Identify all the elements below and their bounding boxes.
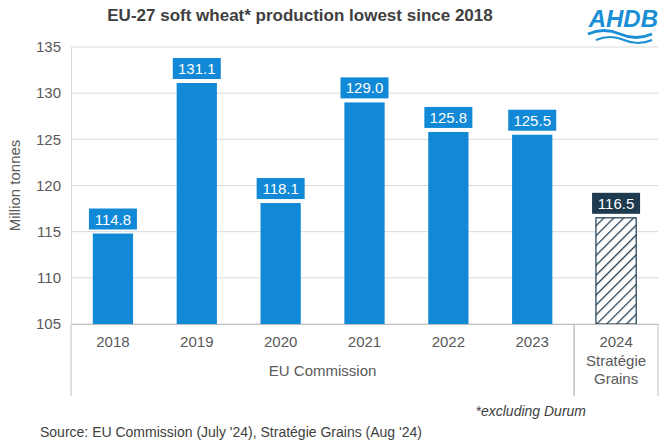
y-tick: 115 bbox=[37, 223, 71, 240]
group-divider bbox=[71, 324, 72, 396]
group-divider bbox=[658, 324, 659, 396]
x-axis: 2018 2019 2020 2021 2022 2023 2024 bbox=[72, 324, 659, 350]
chart: 105 110 115 120 125 130 135 2018 2019 2020 2021 202… bbox=[0, 0, 669, 445]
data-label-box bbox=[424, 107, 472, 128]
data-label-box bbox=[508, 110, 556, 131]
y-tick-label: 130 bbox=[36, 84, 61, 101]
data-label-box bbox=[89, 209, 137, 230]
data-label-box bbox=[592, 193, 640, 214]
y-axis: 105 110 115 120 125 130 135 bbox=[36, 38, 72, 332]
x-tick: 2023 bbox=[516, 324, 549, 350]
group-label: EU Commission bbox=[269, 362, 377, 379]
x-tick-label: 2021 bbox=[348, 333, 381, 350]
x-tick-label: 2020 bbox=[264, 333, 297, 350]
x-tick-label: 2024 bbox=[599, 333, 632, 350]
y-tick: 105 bbox=[36, 315, 71, 332]
data-label: 129.0 bbox=[346, 79, 384, 96]
x-tick-label: 2018 bbox=[96, 333, 129, 350]
x-tick: 2022 bbox=[432, 324, 465, 350]
data-label-box bbox=[173, 58, 221, 79]
data-labels: 114.8 131.1 118.1 129.0 125.8 125.5 116.5 bbox=[89, 58, 640, 230]
data-label: 118.1 bbox=[262, 180, 298, 197]
x-tick: 2021 bbox=[348, 324, 381, 350]
bar bbox=[344, 102, 384, 324]
y-tick-label: 115 bbox=[37, 223, 61, 240]
y-tick-label: 135 bbox=[36, 38, 61, 55]
y-axis-line bbox=[71, 48, 72, 325]
bar bbox=[596, 218, 636, 324]
data-label: 116.5 bbox=[598, 195, 634, 212]
x-tick-label: 2019 bbox=[180, 333, 213, 350]
logo: AHDB bbox=[588, 5, 658, 43]
source: Source: EU Commission (July '24), Straté… bbox=[40, 424, 422, 440]
y-tick-label: 105 bbox=[36, 315, 61, 332]
plot: 105 110 115 120 125 130 135 2018 2019 2020 2021 202… bbox=[36, 38, 659, 396]
groups: EU Commission StratégieGrains bbox=[71, 324, 658, 396]
group-label: StratégieGrains bbox=[586, 352, 646, 387]
y-tick: 110 bbox=[37, 269, 71, 286]
bar bbox=[512, 135, 552, 324]
bar bbox=[177, 83, 217, 324]
x-tick: 2020 bbox=[264, 324, 297, 350]
bars bbox=[93, 83, 636, 324]
group-divider bbox=[574, 324, 575, 396]
x-tick: 2018 bbox=[96, 324, 129, 350]
data-label: 125.8 bbox=[430, 109, 468, 126]
y-tick: 125 bbox=[36, 131, 71, 148]
y-tick: 135 bbox=[36, 38, 71, 55]
x-tick: 2019 bbox=[180, 324, 213, 350]
grid-line bbox=[71, 47, 658, 48]
data-label-box bbox=[257, 178, 305, 199]
logo-wave bbox=[588, 31, 652, 38]
x-axis-line bbox=[72, 324, 659, 325]
footnote: *excluding Durum bbox=[476, 403, 587, 419]
group-divider bbox=[574, 324, 575, 396]
data-label: 131.1 bbox=[178, 60, 216, 77]
x-tick-label: 2023 bbox=[516, 333, 549, 350]
bar bbox=[428, 132, 468, 324]
logo-text: AHDB bbox=[588, 5, 658, 32]
x-tick-label: 2022 bbox=[432, 333, 465, 350]
bar bbox=[93, 234, 133, 324]
y-tick: 130 bbox=[36, 84, 71, 101]
y-tick-label: 110 bbox=[37, 269, 61, 286]
y-tick: 120 bbox=[36, 177, 71, 194]
title: EU-27 soft wheat* production lowest sinc… bbox=[107, 6, 492, 25]
x-tick: 2024 bbox=[599, 324, 632, 350]
bar bbox=[261, 203, 301, 324]
grid bbox=[71, 47, 658, 324]
y-tick-label: 120 bbox=[36, 177, 61, 194]
y-tick-label: 125 bbox=[36, 131, 61, 148]
y-axis-title: Million tonnes bbox=[6, 140, 23, 232]
data-label-box bbox=[341, 77, 389, 98]
data-label: 114.8 bbox=[95, 211, 131, 228]
logo-wave bbox=[596, 37, 652, 43]
data-label: 125.5 bbox=[513, 112, 551, 129]
